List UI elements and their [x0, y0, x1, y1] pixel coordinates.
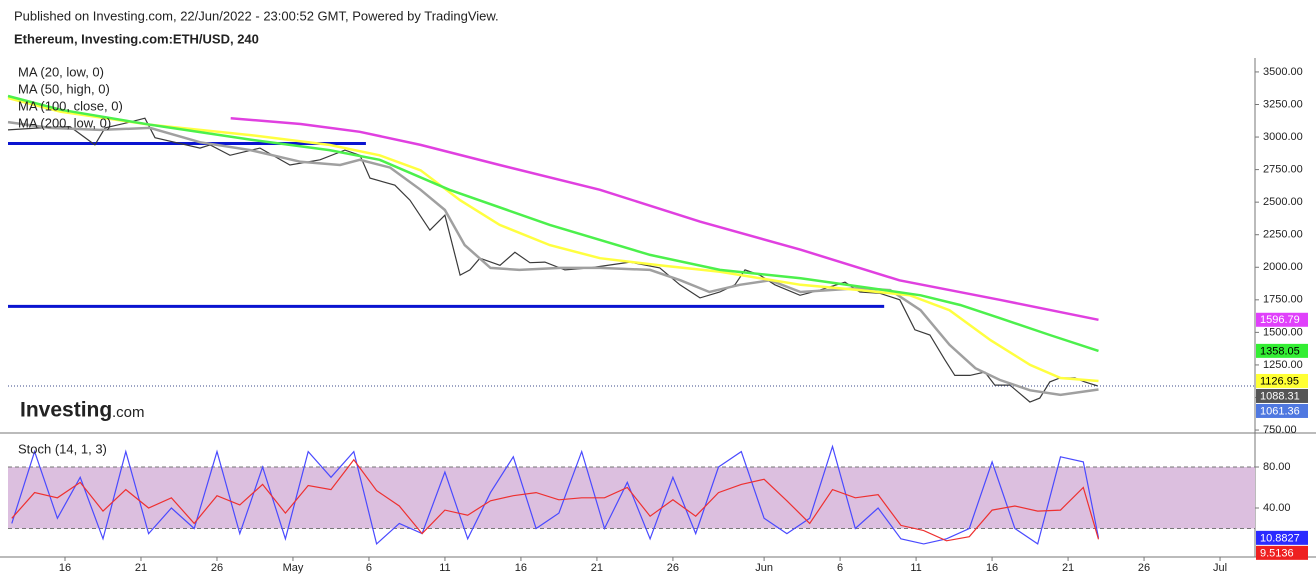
y-tick-label: 80.00	[1263, 461, 1291, 473]
x-tick-label: 26	[667, 562, 679, 574]
y-tick-label: 3000.00	[1263, 131, 1303, 143]
y-tick-label: 2250.00	[1263, 229, 1303, 241]
y-tick-label: 2500.00	[1263, 196, 1303, 208]
x-tick-label: 11	[439, 562, 450, 574]
price-label: 1088.31	[1260, 390, 1300, 402]
x-tick-label: 21	[1062, 562, 1074, 574]
price-label-box	[1256, 388, 1308, 403]
x-tick-label: Jul	[1213, 562, 1227, 574]
pane-title: Stoch (14, 1, 3)	[18, 441, 107, 456]
x-tick-label: May	[283, 562, 304, 574]
y-tick-label: 1750.00	[1263, 294, 1303, 306]
legend-entry: MA (20, low, 0)	[18, 64, 104, 79]
price-label-box	[1256, 530, 1308, 545]
logo-suffix: .com	[112, 404, 145, 421]
x-tick-label: 26	[1138, 562, 1150, 574]
series-line	[11, 444, 1100, 546]
published-note: Published on Investing.com, 22/Jun/2022 …	[14, 8, 499, 23]
x-tick-label: 16	[59, 562, 71, 574]
x-tick-label: 26	[211, 562, 223, 574]
x-tick-label: 16	[986, 562, 998, 574]
price-label: 9.5136	[1260, 547, 1294, 559]
price-label-box	[1256, 343, 1308, 358]
series-line	[7, 96, 1099, 383]
stoch-band	[8, 467, 1255, 529]
price-label: 1596.79	[1260, 314, 1300, 326]
y-tick-label: 2750.00	[1263, 164, 1303, 176]
y-tick-label: 1500.00	[1263, 326, 1303, 338]
legend-entry: MA (50, high, 0)	[18, 81, 110, 96]
x-tick-label: 11	[910, 562, 921, 574]
y-tick-label: 3500.00	[1263, 66, 1303, 78]
series-line	[11, 458, 1100, 542]
price-label-box	[1256, 545, 1308, 560]
series-line	[230, 116, 1099, 322]
x-tick-label: 21	[591, 562, 603, 574]
y-tick-label: 3250.00	[1263, 98, 1303, 110]
price-label: 1061.36	[1260, 405, 1300, 417]
x-tick-label: Jun	[755, 562, 773, 574]
series-line	[7, 117, 1099, 403]
y-tick-label: 2000.00	[1263, 261, 1303, 273]
price-label: 10.8827	[1260, 532, 1300, 544]
x-tick-label: 6	[837, 562, 843, 574]
price-label-box	[1256, 403, 1308, 418]
legend-entry: MA (100, close, 0)	[18, 98, 123, 113]
price-label: 1126.95	[1260, 375, 1299, 387]
x-tick-label: 21	[135, 562, 147, 574]
symbol-title: Ethereum, Investing.com:ETH/USD, 240	[14, 31, 259, 46]
x-tick-label: 6	[366, 562, 372, 574]
legend-entry: MA (200, low, 0)	[18, 115, 111, 130]
series-line	[7, 120, 1099, 397]
y-tick-label: 1250.00	[1263, 359, 1303, 371]
price-label: 1358.05	[1260, 345, 1300, 357]
y-tick-label: 750.00	[1263, 424, 1297, 436]
series-line	[7, 94, 1099, 353]
logo-brand: Investing	[20, 399, 112, 422]
price-label-box	[1256, 373, 1308, 388]
price-label-box	[1256, 312, 1308, 327]
y-tick-label: 40.00	[1263, 502, 1291, 514]
x-tick-label: 16	[515, 562, 527, 574]
